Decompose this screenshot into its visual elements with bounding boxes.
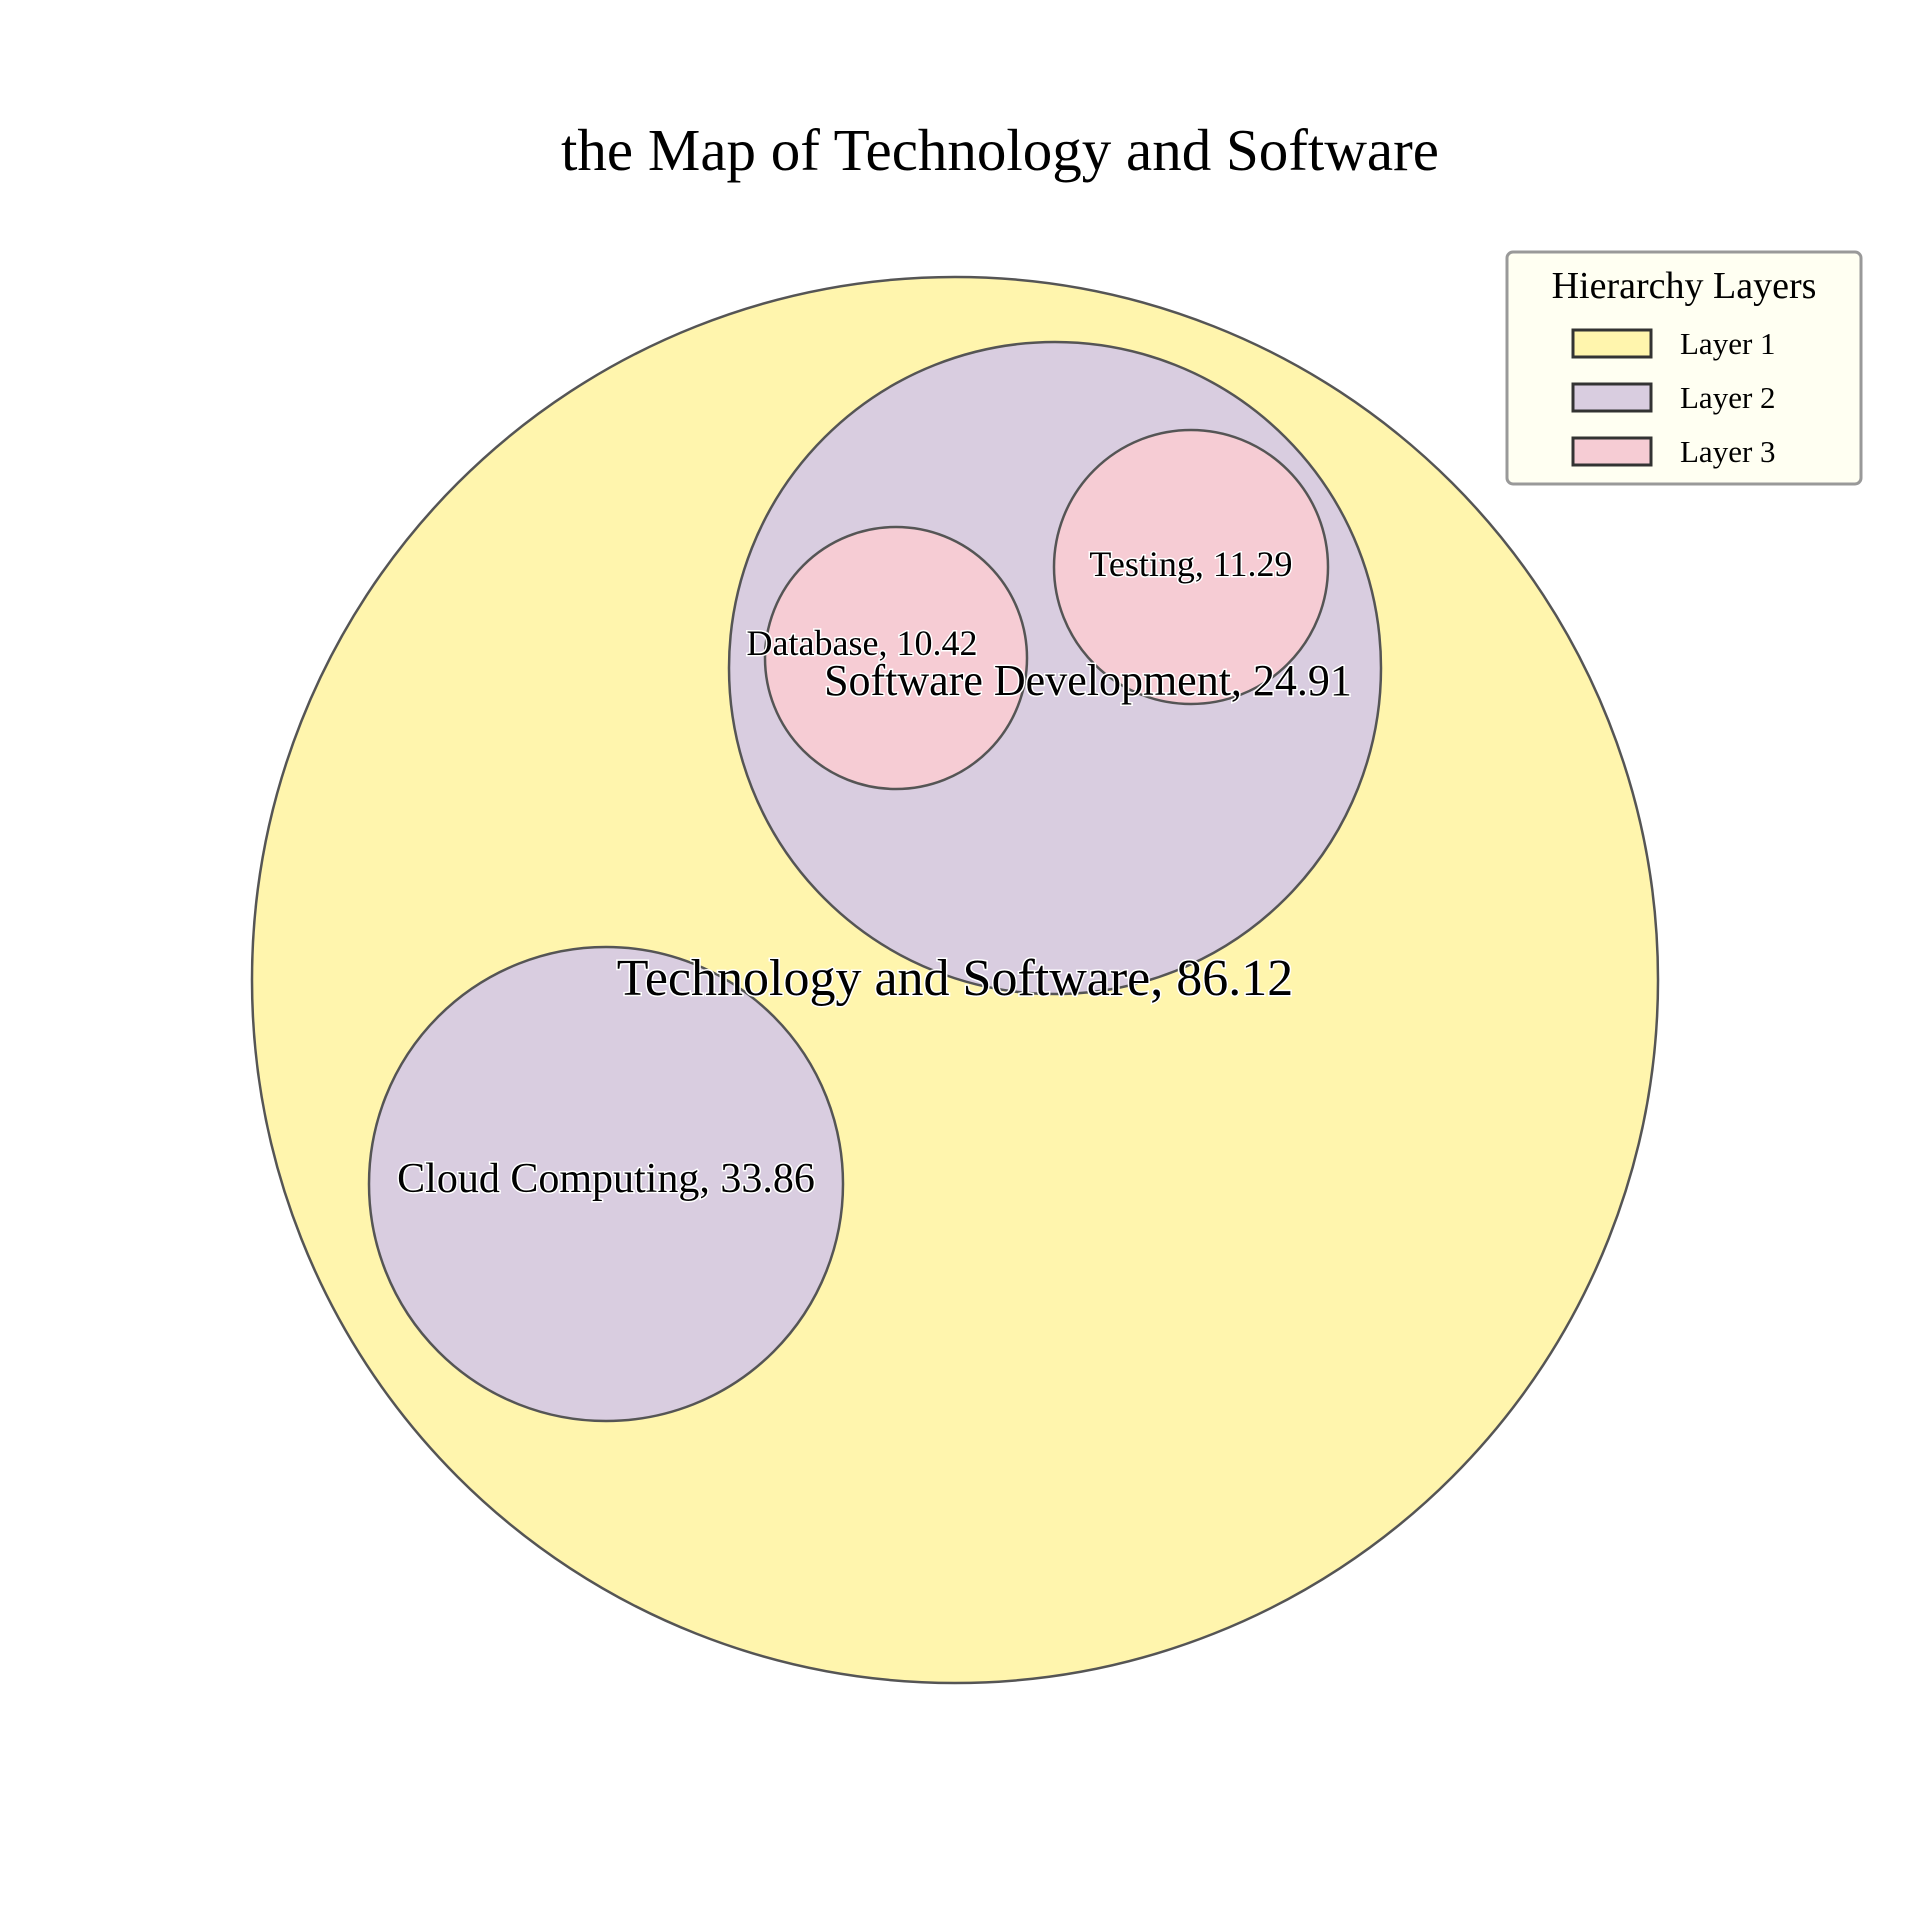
labels-group: Technology and Software, 86.12 Software D… [396, 543, 1354, 1204]
label-database: Database, 10.42 [747, 623, 978, 663]
legend-frame [1505, 250, 1863, 486]
circle-cloud-computing [367, 945, 845, 1423]
label-software-development: Software Development, 24.91 [824, 656, 1352, 705]
legend-label-layer-1: Layer 1 [1680, 326, 1776, 361]
label-cloud-computing: Cloud Computing, 33.86 [397, 1156, 815, 1202]
legend-swatch-layer-2 [1571, 382, 1653, 413]
chart-title: the Map of Technology and Software [561, 117, 1439, 183]
label-technology-and-software: Technology and Software, 86.12 [617, 950, 1294, 1007]
circle-database [763, 525, 1029, 791]
legend-swatch-layer-3 [1571, 436, 1653, 467]
circles-group [250, 275, 1660, 1685]
legend-label-layer-3: Layer 3 [1680, 434, 1776, 469]
legend: Hierarchy Layers Layer 1 Layer 2 Layer 3 [1505, 250, 1863, 486]
legend-title: Hierarchy Layers [1552, 265, 1817, 307]
label-testing: Testing, 11.29 [1089, 544, 1292, 584]
legend-label-layer-2: Layer 2 [1680, 380, 1776, 415]
legend-swatch-layer-1 [1571, 328, 1653, 359]
circle-testing [1052, 428, 1330, 706]
